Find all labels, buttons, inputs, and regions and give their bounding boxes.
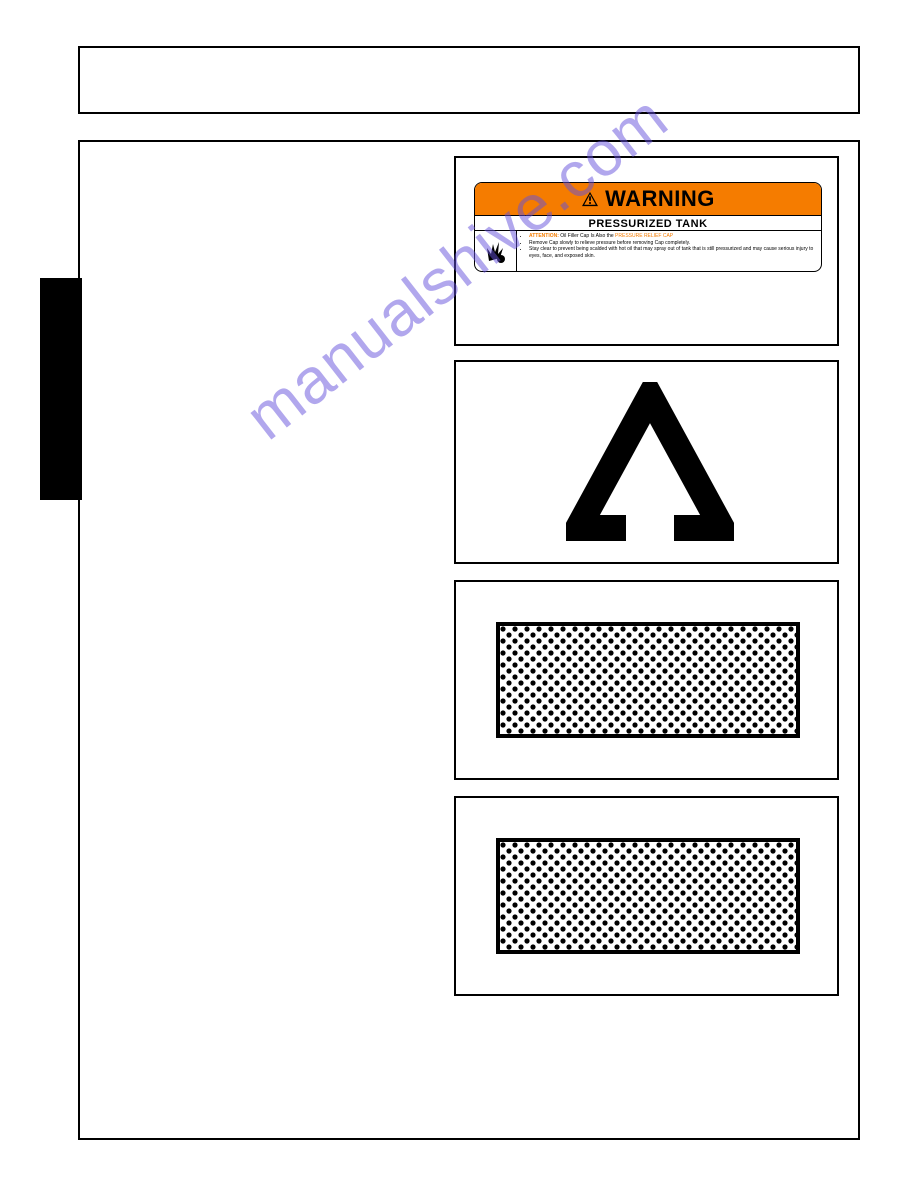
warning-bullet-3: Stay clear to prevent being scalded with…	[529, 246, 817, 259]
smv-triangle-icon	[566, 382, 734, 550]
side-tab	[40, 278, 82, 500]
warning-label-decal: WARNING PRESSURIZED TANK ATTENTION: Oil …	[474, 182, 822, 272]
warning-panel: WARNING PRESSURIZED TANK ATTENTION: Oil …	[454, 156, 839, 346]
warning-title: WARNING	[605, 186, 715, 212]
dot-pattern-icon	[500, 842, 796, 950]
alert-triangle-icon	[581, 191, 599, 207]
header-box	[78, 46, 860, 114]
reflector-panel-1	[454, 580, 839, 780]
reflector-strip-1	[496, 622, 800, 738]
warning-header: WARNING	[475, 183, 821, 215]
reflector-panel-2	[454, 796, 839, 996]
dot-pattern-icon	[500, 626, 796, 734]
warning-body: ATTENTION: Oil Filler Cap Is Also the PR…	[475, 231, 821, 271]
warning-subtitle: PRESSURIZED TANK	[475, 215, 821, 231]
smv-panel	[454, 360, 839, 564]
explosion-icon	[475, 231, 517, 271]
warning-bullet-list: ATTENTION: Oil Filler Cap Is Also the PR…	[517, 231, 821, 271]
reflector-strip-2	[496, 838, 800, 954]
